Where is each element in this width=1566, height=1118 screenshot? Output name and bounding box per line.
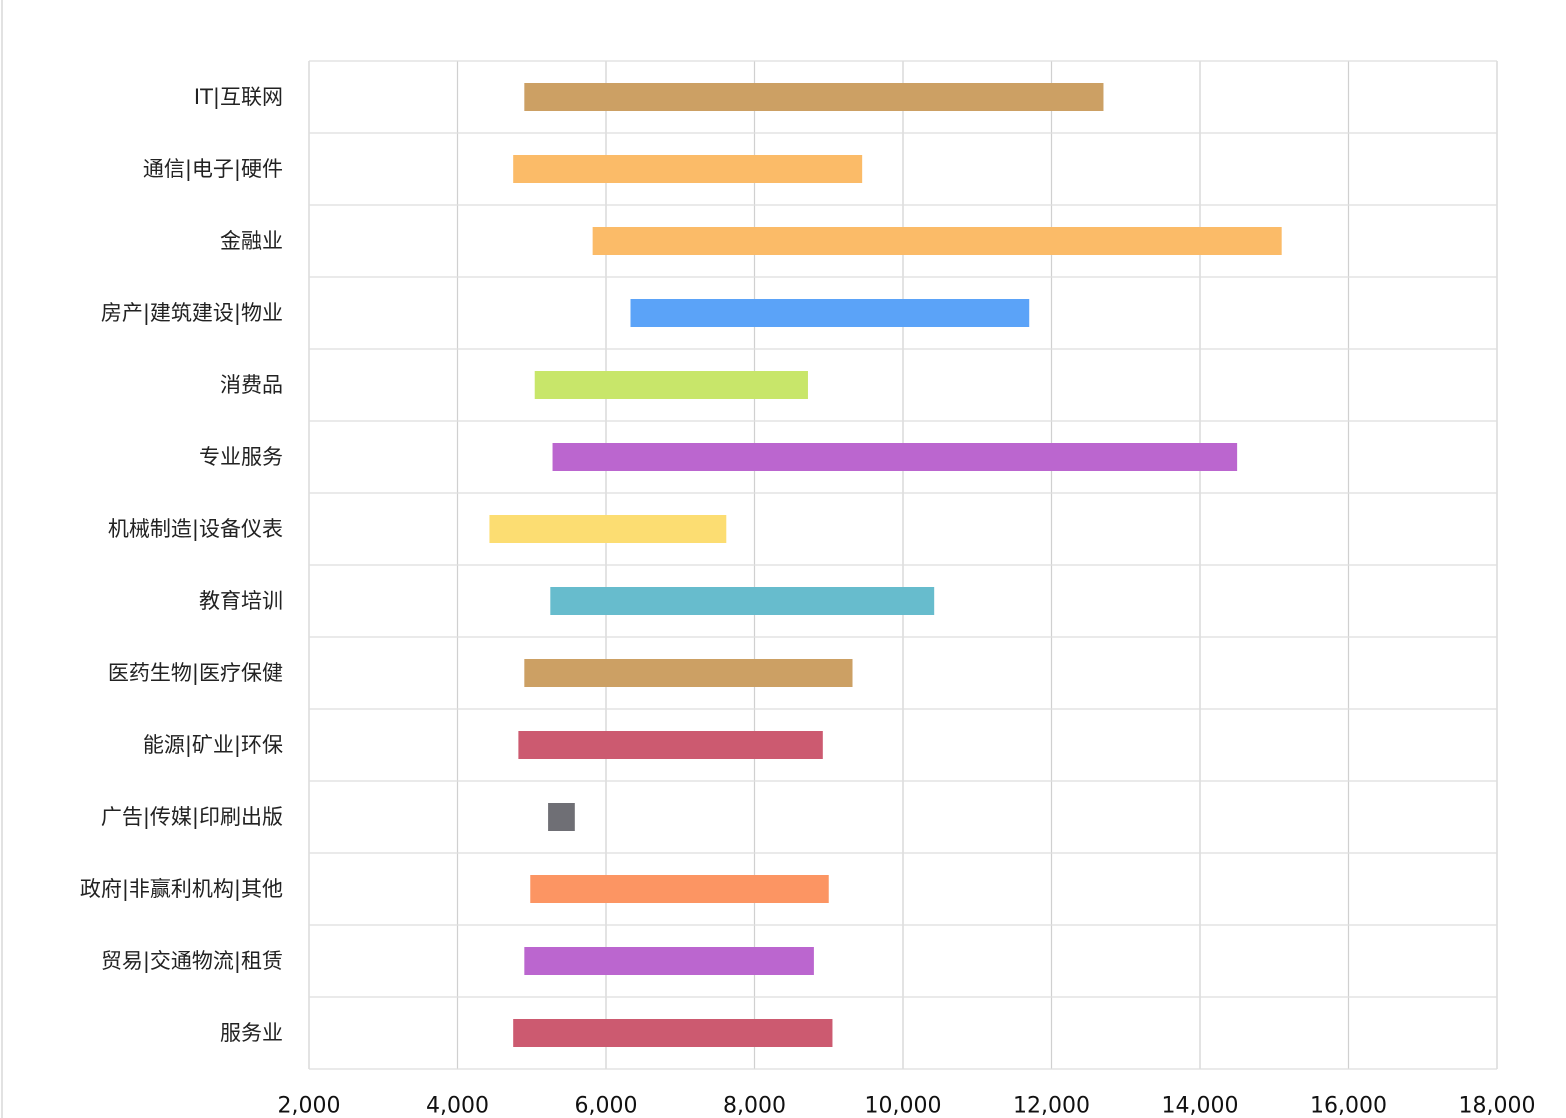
x-tick-label: 6,000: [575, 1094, 638, 1118]
category-label: IT|互联网: [194, 85, 283, 110]
x-axis-tick-labels: 2,000 4,000 6,000 8,000 10,000 12,000 14,000 16…: [278, 1094, 1536, 1118]
category-label: 通信|电子|硬件: [143, 157, 283, 182]
category-labels: IT|互联网通信|电子|硬件金融业房产|建筑建设|物业消费品专业服务机械制造|设…: [80, 85, 283, 1045]
category-label: 广告|传媒|印刷出版: [101, 805, 283, 830]
category-label: 金融业: [220, 229, 283, 253]
x-tick-label: 2,000: [278, 1094, 341, 1118]
range-bar: [489, 515, 727, 543]
range-bar: [530, 875, 829, 903]
category-label: 贸易|交通物流|租赁: [101, 949, 283, 974]
category-label: 专业服务: [199, 445, 283, 469]
category-label: 教育培训: [199, 589, 283, 613]
x-tick-label: 16,000: [1310, 1094, 1387, 1118]
range-bar: [548, 803, 575, 831]
category-label: 消费品: [220, 373, 283, 397]
grid: [308, 60, 1498, 1070]
x-tick-label: 8,000: [723, 1094, 786, 1118]
range-bar: [524, 947, 814, 975]
range-bar: [524, 659, 853, 687]
range-bar: [630, 299, 1030, 327]
range-bar: [550, 587, 935, 615]
range-bar: [552, 443, 1238, 471]
category-label: 能源|矿业|环保: [143, 733, 283, 758]
x-tick-label: 10,000: [865, 1094, 942, 1118]
category-label: 政府|非赢利机构|其他: [80, 877, 283, 902]
range-bar: [592, 227, 1282, 255]
category-label: 房产|建筑建设|物业: [101, 301, 283, 326]
range-bar: [513, 1019, 833, 1047]
x-tick-label: 12,000: [1013, 1094, 1090, 1118]
x-tick-label: 14,000: [1162, 1094, 1239, 1118]
x-tick-label: 18,000: [1459, 1094, 1536, 1118]
range-bar: [524, 83, 1104, 111]
range-bar: [513, 155, 863, 183]
range-bar: [534, 371, 808, 399]
bars: [489, 83, 1282, 1047]
range-bar: [518, 731, 823, 759]
category-label: 机械制造|设备仪表: [108, 517, 283, 542]
x-tick-label: 4,000: [426, 1094, 489, 1118]
category-label: 医药生物|医疗保健: [108, 661, 283, 686]
category-label: 服务业: [220, 1021, 283, 1045]
